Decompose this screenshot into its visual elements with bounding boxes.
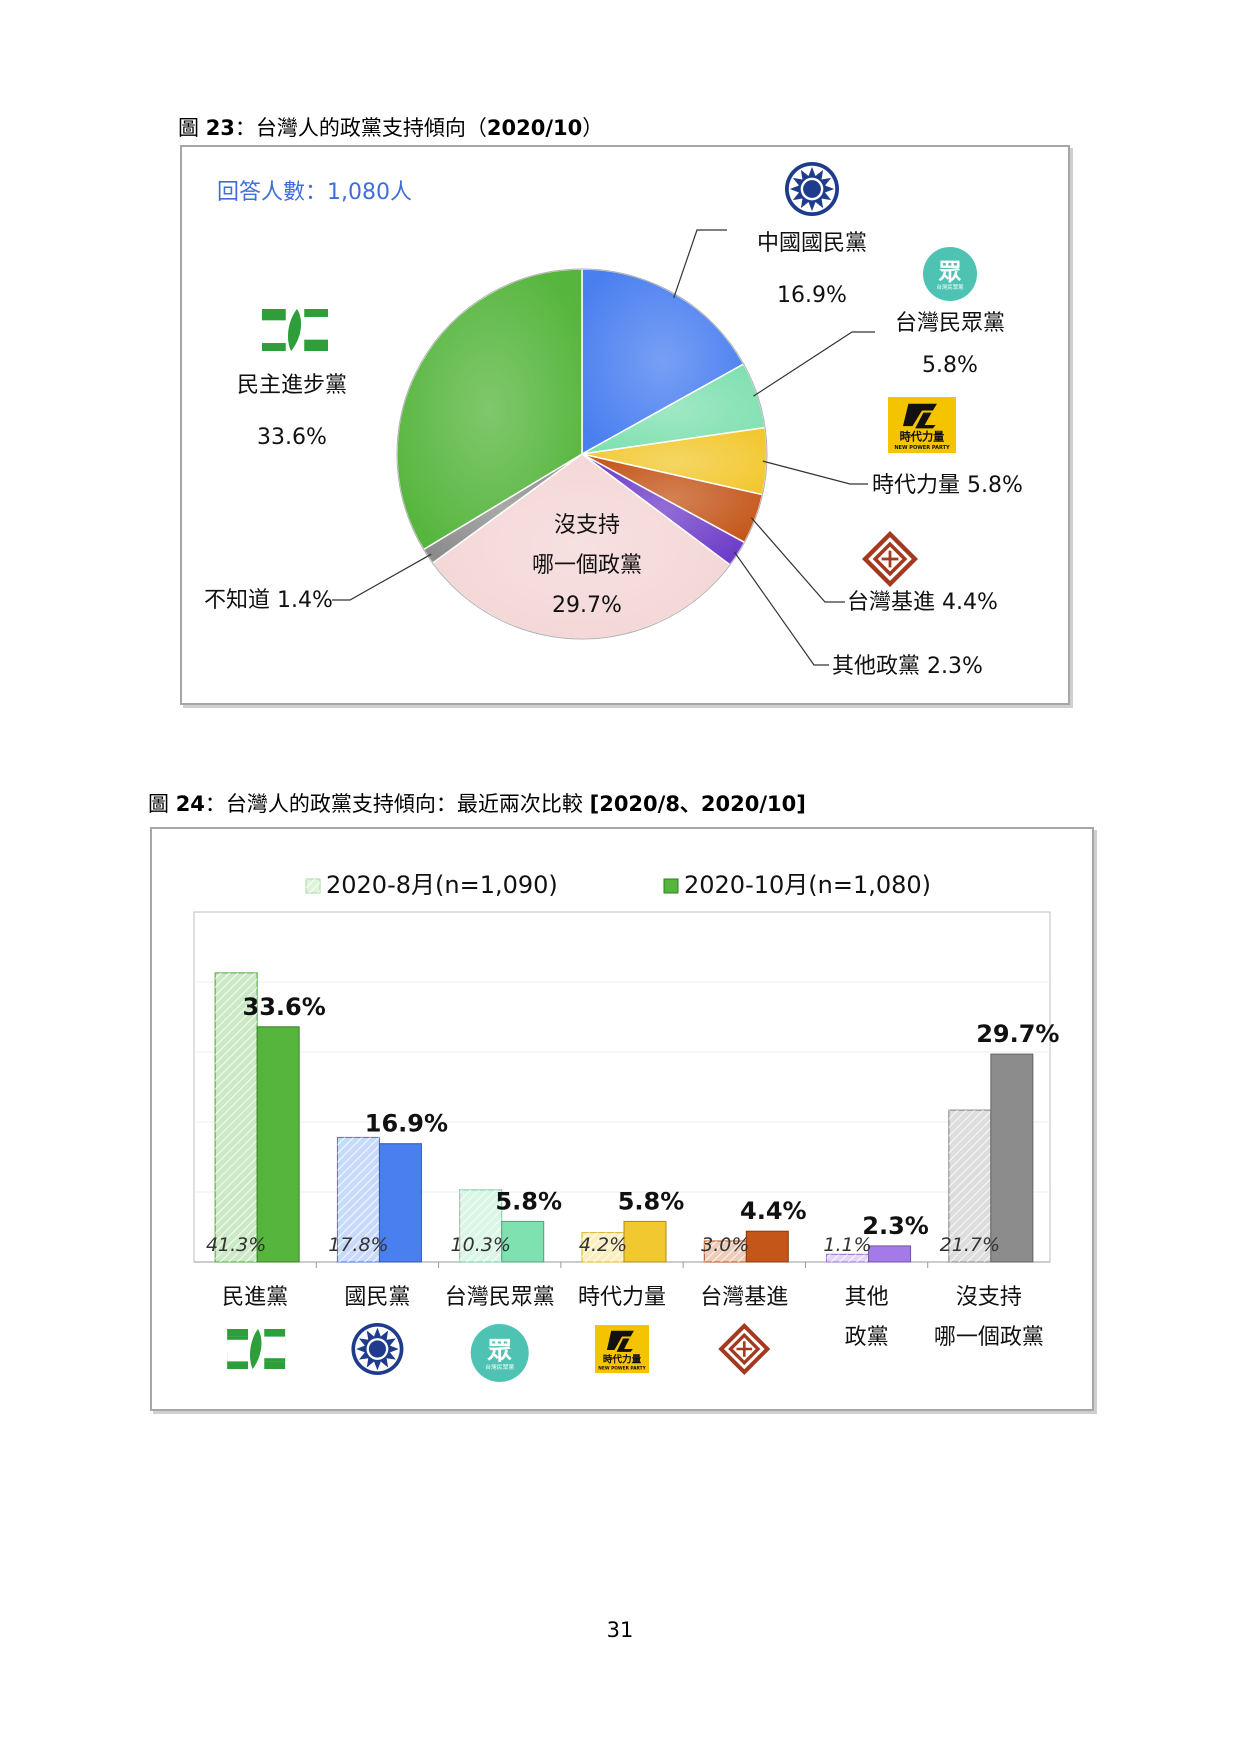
value-label-2020-10-1: 16.9%: [365, 1110, 448, 1138]
tpp-logo-text: 眾: [486, 1336, 512, 1365]
category-label-4-0: 台灣基進: [700, 1285, 788, 1310]
bar-hatch-2020-8-5: [826, 1254, 869, 1262]
none-label-line-0: 沒支持: [554, 513, 620, 538]
tpp-leader-line: [753, 331, 875, 397]
tsp-label-line-0: 台灣基進 4.4%: [847, 590, 998, 615]
caption-text: ：台灣人的政黨支持傾向（: [234, 116, 487, 140]
tsp-diamond-icon: [718, 1323, 771, 1375]
plot-area: [193, 911, 1051, 1263]
value-label-2020-10-2: 5.8%: [495, 1187, 562, 1215]
kmt-label-line-1: 16.9%: [777, 283, 847, 308]
bar-2020-10-3: [623, 1220, 667, 1263]
figure-23-caption: 圖 23：台灣人的政黨支持傾向（2020/10）: [178, 112, 603, 142]
tpp-logo-subtext: 台灣民眾黨: [937, 283, 965, 291]
tsp-diamond-icon: [862, 531, 918, 587]
dpp-label-line-0: 民主進步黨: [237, 373, 347, 398]
value-label-2020-8-2: 10.3%: [451, 1234, 511, 1256]
bar-2020-10-4: [745, 1230, 789, 1263]
bar-hatch-2020-8-2: [459, 1189, 502, 1262]
value-label-2020-8-0: 41.3%: [206, 1234, 266, 1256]
bar-hatch-2020-8-1: [337, 1137, 380, 1262]
other-label-line-0: 其他政黨 2.3%: [832, 654, 983, 679]
none-label-line-2: 29.7%: [552, 593, 622, 618]
tpp-label-line-0: 台灣民眾黨: [895, 311, 1005, 336]
value-label-2020-10-6: 29.7%: [976, 1020, 1059, 1048]
pie-outline: [396, 268, 768, 640]
npp-logo-subtext: NEW POWER PARTY: [598, 1366, 646, 1372]
figure-24-caption: 圖 24：台灣人的政黨支持傾向：最近兩次比較 [2020/8、2020/10]: [148, 788, 806, 818]
category-label-5-1: 政黨: [845, 1325, 889, 1350]
caption-number: 23: [205, 116, 235, 140]
chart-legend: 2020-8月(n=1,090) 2020-10月(n=1,080): [305, 871, 931, 899]
value-label-2020-8-1: 17.8%: [328, 1234, 388, 1256]
legend-label-series-0: 2020-8月(n=1,090): [326, 871, 558, 899]
category-label-6-0: 沒支持: [956, 1285, 1022, 1310]
bar-2020-10-2: [501, 1220, 545, 1263]
category-label-0-0: 民進黨: [222, 1285, 288, 1310]
npp-leader-line: [762, 460, 868, 485]
bar-2020-10-1: [378, 1143, 422, 1263]
value-label-2020-10-4: 4.4%: [740, 1197, 807, 1225]
value-label-2020-8-6: 21.7%: [940, 1234, 1000, 1256]
respondents-count: 回答人數：1,080人: [217, 180, 412, 205]
unknown-leader-line: [332, 553, 432, 601]
page-number: 31: [606, 1618, 634, 1642]
bar-chart: 2020-8月(n=1,090) 2020-10月(n=1,080) 41.3% 33…: [193, 871, 1059, 1382]
category-label-5-0: 其他: [845, 1285, 889, 1310]
category-label-6-1: 哪一個政黨: [934, 1325, 1044, 1350]
caption-text: ：台灣人的政黨支持傾向：最近兩次比較: [204, 792, 590, 816]
bar-chart-frame: 2020-8月(n=1,090) 2020-10月(n=1,080) 41.3% 33…: [150, 827, 1094, 1411]
kmt-sun-icon: [785, 162, 839, 216]
value-label-2020-10-3: 5.8%: [618, 1187, 685, 1215]
bar-2020-10-6: [990, 1053, 1034, 1263]
category-label-1-0: 國民黨: [344, 1285, 410, 1310]
bar-hatch-2020-8-4: [704, 1241, 747, 1262]
tpp-logo-subtext: 台灣民眾黨: [485, 1363, 514, 1371]
npp-label-line-0: 時代力量 5.8%: [872, 473, 1023, 498]
npp-logo-text: 時代力量: [900, 430, 945, 444]
caption-prefix: 圖: [178, 116, 206, 140]
caption-prefix: 圖: [148, 792, 176, 816]
other-leader-line: [733, 551, 829, 666]
npp-logo-text: 時代力量: [603, 1353, 642, 1365]
value-label-2020-8-3: 4.2%: [579, 1234, 627, 1256]
caption-date: 2020/10: [486, 116, 583, 140]
tpp-logo-text: 眾: [938, 259, 962, 285]
unknown-label-line-0: 不知道 1.4%: [204, 588, 333, 613]
value-label-2020-10-0: 33.6%: [243, 993, 326, 1021]
bar-2020-10-0: [256, 1026, 300, 1263]
caption-number: 24: [175, 792, 205, 816]
kmt-sun-icon: [351, 1323, 404, 1375]
value-label-2020-8-4: 3.0%: [701, 1234, 749, 1256]
pie-chart: 回答人數：1,080人中國國民黨16.9%眾台灣民眾黨台灣民眾黨5.8%時代力量…: [204, 162, 1023, 679]
dpp-label-line-1: 33.6%: [257, 425, 327, 450]
dpp-logo-icon: [262, 309, 328, 351]
value-label-2020-10-5: 2.3%: [862, 1212, 929, 1240]
dpp-logo-icon: [227, 1329, 286, 1369]
category-label-3-0: 時代力量: [578, 1285, 666, 1310]
value-label-2020-8-5: 1.1%: [823, 1234, 871, 1256]
none-label-line-1: 哪一個政黨: [532, 553, 642, 578]
category-label-2-0: 台灣民眾黨: [445, 1285, 555, 1310]
tpp-label-line-1: 5.8%: [922, 353, 978, 378]
bar-hatch-2020-8-6: [948, 1110, 991, 1262]
bar-hatch-2020-8-0: [215, 972, 258, 1262]
bar-hatch-2020-8-3: [582, 1232, 624, 1262]
kmt-leader-line: [673, 229, 727, 299]
legend-swatch-series-1: [663, 878, 679, 894]
bar-2020-10-5: [868, 1245, 912, 1263]
kmt-label-line-0: 中國國民黨: [757, 231, 867, 256]
pie-chart-frame: 回答人數：1,080人 中國國民黨 16.9% 眾台灣民眾黨 台灣民眾黨 5.8% 時代力量…: [180, 145, 1070, 705]
legend-label-series-1: 2020-10月(n=1,080): [684, 871, 931, 899]
caption-end: ）: [582, 116, 604, 140]
caption-date-range: [2020/8、2020/10]: [589, 792, 806, 816]
tsp-leader-line: [750, 517, 845, 603]
npp-logo-subtext: NEW POWER PARTY: [894, 445, 950, 451]
